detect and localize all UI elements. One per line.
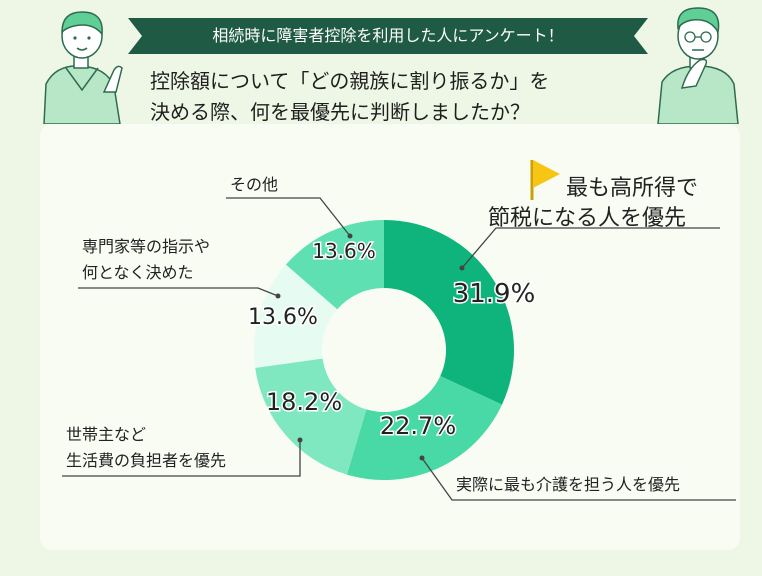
survey-banner: 相続時に障害者控除を利用した人にアンケート！: [128, 14, 648, 58]
leader-line-4: [78, 287, 279, 297]
person-pointing-illustration: [43, 11, 123, 124]
category-label-1-line-2: 節税になる人を優先: [488, 206, 686, 231]
leader-line-3: [62, 440, 301, 477]
leader-line-5: [226, 197, 351, 237]
value-label-4: 13.6%: [248, 305, 318, 330]
category-label-3-line-2: 生活費の負担者を優先: [66, 451, 226, 470]
person-thinking-illustration: [657, 7, 739, 124]
category-label-5-line-1: その他: [230, 175, 278, 194]
category-label-2-line-1: 実際に最も介護を担う人を優先: [456, 475, 680, 494]
leader-line-2: [421, 457, 736, 501]
donut-slice-3: [255, 358, 367, 475]
banner-text: 相続時に障害者控除を利用した人にアンケート！: [212, 26, 564, 45]
question-line-2: 決める際、何を最優先に判断しましたか？: [150, 100, 530, 124]
value-label-1: 31.9%: [453, 279, 536, 309]
category-label-1-line-1: 最も高所得で: [566, 176, 698, 201]
donut-slice-1: [384, 220, 514, 405]
value-label-3: 18.2%: [266, 388, 342, 416]
donut-slice-5: [285, 220, 384, 310]
leader-line-1: [461, 227, 720, 269]
category-label-4-line-2: 何となく決めた: [82, 263, 194, 282]
banner-ribbon: [128, 18, 648, 54]
category-label-3-line-1: 世帯主など: [66, 425, 146, 444]
question-text: 控除額について「どの親族に割り振るか」を 決める際、何を最優先に判断しましたか？: [150, 66, 630, 128]
value-label-5: 13.6%: [312, 239, 376, 263]
donut-slice-2: [346, 376, 502, 480]
value-label-2: 22.7%: [380, 412, 456, 440]
category-label-4-line-1: 専門家等の指示や: [82, 237, 210, 256]
flag-icon: [530, 160, 560, 200]
question-line-1: 控除額について「どの親族に割り振るか」を: [150, 69, 550, 93]
donut-slice-4: [254, 264, 338, 368]
